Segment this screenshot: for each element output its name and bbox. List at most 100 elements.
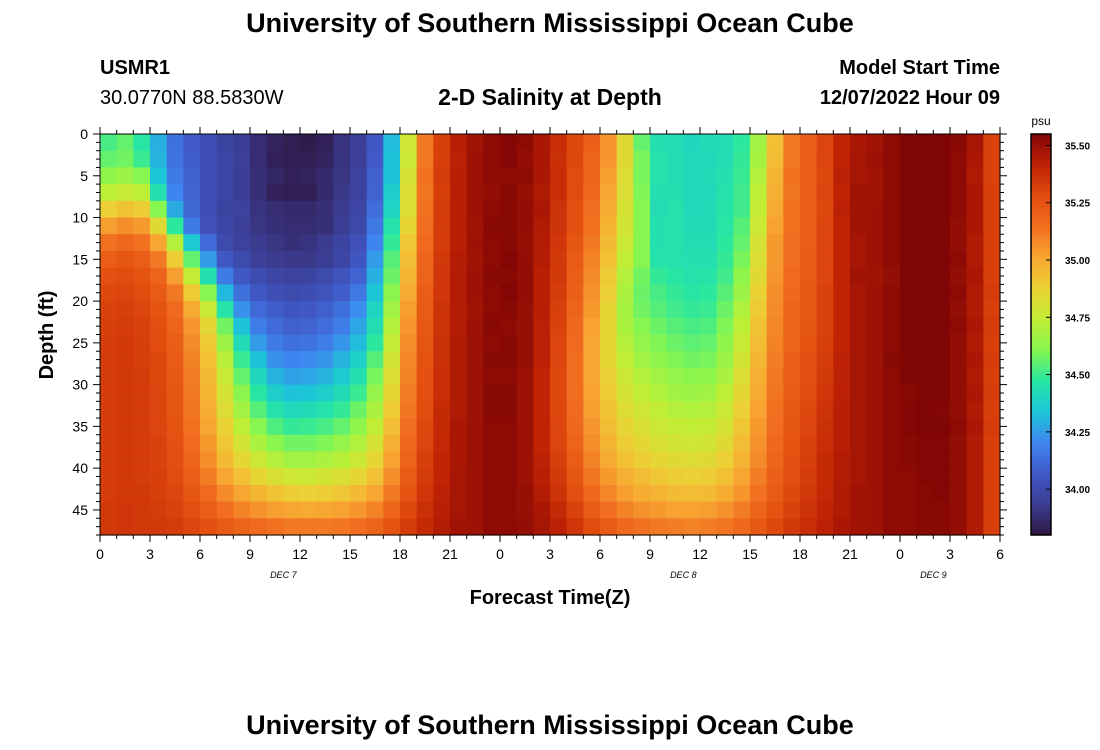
heatmap-cell	[233, 267, 251, 285]
heatmap-cell	[633, 401, 651, 419]
heatmap-cell	[833, 234, 851, 252]
heatmap-cell	[533, 401, 551, 419]
heatmap-cell	[366, 234, 384, 252]
heatmap-cell	[383, 200, 401, 219]
heatmap-cell	[900, 234, 918, 252]
model-start-value: 12/07/2022 Hour 09	[819, 87, 1000, 109]
heatmap-cell	[116, 468, 134, 486]
heatmap-cell	[150, 234, 168, 252]
heatmap-cell	[333, 167, 351, 185]
heatmap-cell	[450, 418, 468, 436]
heatmap-cell	[800, 434, 818, 453]
heatmap-cell	[666, 217, 684, 235]
heatmap-cell	[900, 434, 918, 453]
heatmap-cell	[983, 250, 1001, 269]
heatmap-cell	[866, 250, 884, 269]
heatmap-cell	[916, 367, 934, 386]
heatmap-cell	[250, 134, 268, 152]
model-start-label: Model Start Time	[839, 57, 1000, 79]
heatmap-cell	[283, 234, 301, 252]
heatmap-cell	[150, 167, 168, 185]
x-tick-label: 3	[146, 546, 154, 562]
heatmap-cell	[333, 484, 351, 503]
heatmap-cell	[633, 468, 651, 486]
heatmap-cell	[150, 284, 168, 302]
heatmap-cell	[866, 267, 884, 285]
heatmap-cell	[783, 468, 801, 486]
heatmap-cell	[833, 250, 851, 269]
heatmap-cell	[333, 134, 351, 152]
heatmap-cell	[650, 200, 668, 219]
heatmap-cell	[700, 134, 718, 152]
heatmap-cell	[133, 501, 151, 519]
heatmap-cell	[983, 284, 1001, 302]
heatmap-cell	[733, 451, 751, 469]
heatmap-cell	[900, 284, 918, 302]
heatmap-cell	[866, 301, 884, 319]
heatmap-cell	[983, 518, 1001, 536]
heatmap-cell	[666, 484, 684, 503]
heatmap-cell	[350, 418, 368, 436]
heatmap-cell	[900, 518, 918, 536]
heatmap-cell	[383, 284, 401, 302]
heatmap-cell	[200, 484, 218, 503]
heatmap-cell	[433, 484, 451, 503]
heatmap-cell	[133, 351, 151, 369]
heatmap-cell	[983, 184, 1001, 202]
heatmap-cell	[283, 167, 301, 185]
heatmap-cell	[833, 468, 851, 486]
heatmap-cell	[650, 234, 668, 252]
heatmap-cell	[200, 234, 218, 252]
heatmap-cell	[900, 134, 918, 152]
heatmap-cell	[483, 351, 501, 369]
heatmap-cell	[466, 234, 484, 252]
heatmap-cell	[600, 468, 618, 486]
heatmap-cell	[516, 167, 534, 185]
heatmap-cell	[933, 367, 951, 386]
heatmap-cell	[466, 317, 484, 336]
heatmap-cell	[216, 518, 234, 536]
heatmap-cell	[516, 451, 534, 469]
heatmap-cell	[333, 150, 351, 169]
heatmap-cell	[816, 401, 834, 419]
heatmap-cell	[800, 217, 818, 235]
heatmap-cell	[533, 234, 551, 252]
heatmap-cell	[566, 434, 584, 453]
heatmap-cell	[500, 301, 518, 319]
heatmap-cell	[400, 334, 418, 352]
heatmap-cell	[333, 301, 351, 319]
heatmap-cell	[433, 150, 451, 169]
heatmap-cell	[383, 401, 401, 419]
heatmap-cell	[916, 234, 934, 252]
heatmap-cell	[166, 267, 184, 285]
heatmap-cell	[766, 367, 784, 386]
heatmap-cell	[933, 284, 951, 302]
heatmap-cell	[166, 284, 184, 302]
heatmap-cell	[333, 284, 351, 302]
heatmap-cell	[150, 418, 168, 436]
heatmap-cell	[200, 200, 218, 219]
heatmap-cell	[283, 267, 301, 285]
heatmap-cell	[883, 384, 901, 402]
heatmap-cell	[883, 468, 901, 486]
heatmap-cell	[766, 468, 784, 486]
heatmap-cell	[700, 401, 718, 419]
heatmap-cell	[500, 367, 518, 386]
heatmap-cell	[233, 200, 251, 219]
heatmap-cell	[550, 518, 568, 536]
heatmap-cell	[816, 434, 834, 453]
heatmap-cell	[183, 501, 201, 519]
heatmap-cell	[650, 217, 668, 235]
heatmap-cell	[783, 234, 801, 252]
heatmap-cell	[433, 334, 451, 352]
heatmap-cell	[416, 217, 434, 235]
heatmap-cell	[483, 451, 501, 469]
heatmap-cell	[116, 184, 134, 202]
heatmap-cell	[850, 484, 868, 503]
heatmap-cell	[416, 234, 434, 252]
heatmap-cell	[200, 267, 218, 285]
heatmap-cell	[300, 217, 318, 235]
heatmap-cell	[316, 367, 334, 386]
heatmap-cell	[283, 184, 301, 202]
heatmap-cell	[400, 518, 418, 536]
